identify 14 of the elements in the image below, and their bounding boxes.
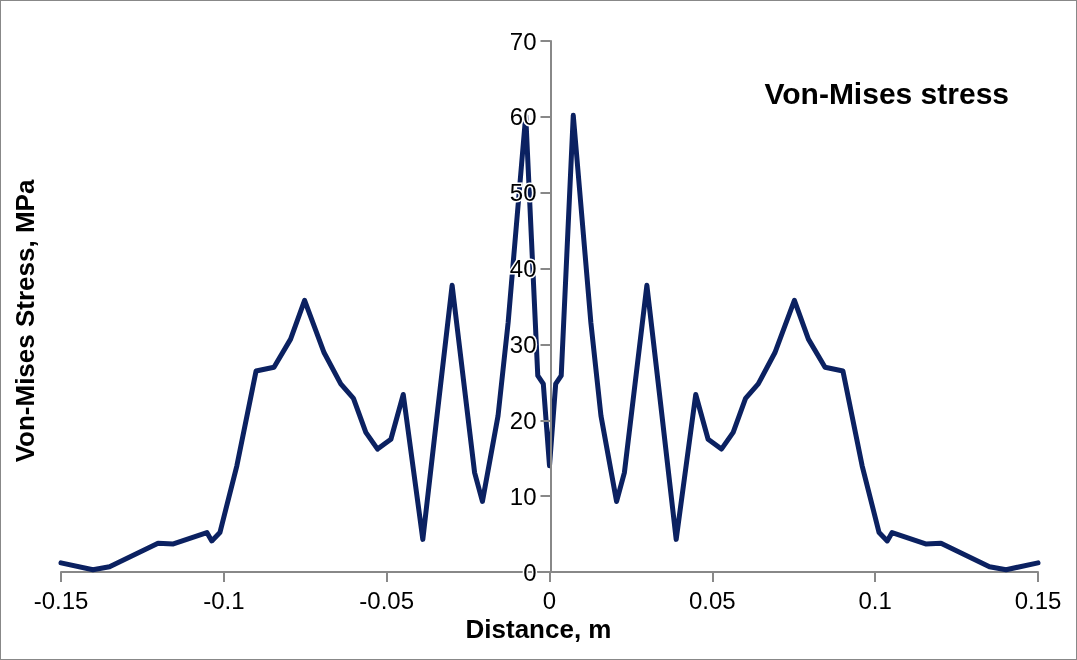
x-tick-label: 0.1 <box>858 586 892 614</box>
x-tick-label: 0.15 <box>1014 586 1062 614</box>
x-axis-title: Distance, m <box>465 614 612 644</box>
y-tick-label: 20 <box>509 406 537 434</box>
y-axis-title: Von-Mises Stress, MPa <box>10 179 40 463</box>
x-tick-label: -0.05 <box>359 586 415 614</box>
x-tick-label: -0.15 <box>33 586 89 614</box>
x-tick-label: -0.1 <box>203 586 245 614</box>
y-tick-label: 0 <box>523 558 537 586</box>
text: Von-Mises stress <box>764 76 1010 110</box>
y-tick-label: 70 <box>509 27 537 55</box>
y-tick-label: 10 <box>509 482 537 510</box>
x-tick-label: 0 <box>542 586 557 614</box>
x-tick-label: 0.05 <box>688 586 736 614</box>
